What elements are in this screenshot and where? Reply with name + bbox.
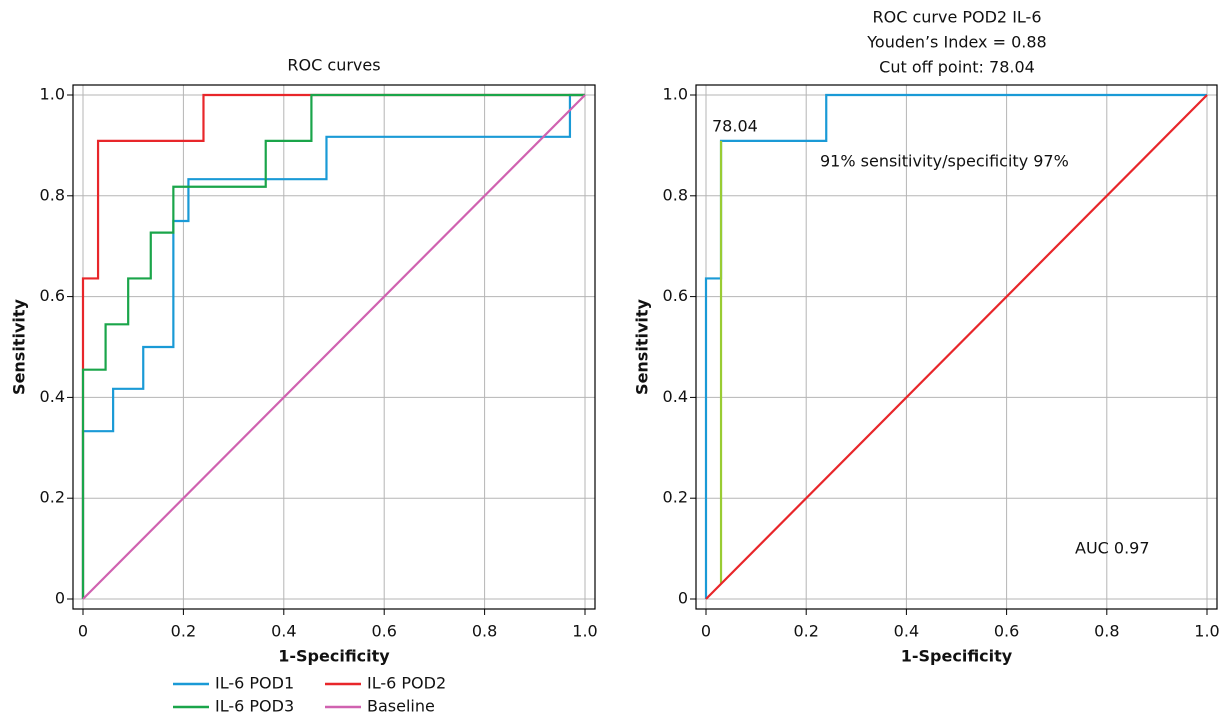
x-axis-label: 1-Specificity: [278, 647, 390, 666]
x-tick-label: 0: [701, 622, 711, 641]
plot-frame: [72, 84, 596, 610]
legend-label: IL-6 POD1: [215, 674, 294, 693]
y-axis-label: Sensitivity: [10, 298, 29, 394]
annotation: 78.04: [712, 117, 758, 136]
chart-title: Youden’s Index = 0.88: [866, 33, 1046, 52]
y-tick-label: 1.0: [663, 85, 688, 104]
annotation: AUC 0.97: [1075, 539, 1150, 558]
legend-label: IL-6 POD3: [215, 697, 294, 716]
chart-title: ROC curve POD2 IL-6: [872, 8, 1041, 27]
y-tick-label: 0.6: [40, 286, 65, 305]
series-line: [705, 94, 1208, 600]
x-tick-label: 0.2: [793, 622, 818, 641]
x-tick-label: 0.4: [271, 622, 296, 641]
y-tick-label: 0.8: [40, 185, 65, 204]
series-line: [82, 94, 586, 600]
chart-title: Cut off point: 78.04: [879, 58, 1035, 77]
x-tick-label: 1.0: [1194, 622, 1219, 641]
y-tick-label: 0.4: [663, 387, 688, 406]
y-tick-label: 0: [678, 589, 688, 608]
x-tick-label: 1.0: [572, 622, 597, 641]
legend-label: Baseline: [367, 697, 435, 716]
x-tick-label: 0.6: [371, 622, 396, 641]
chart-title: ROC curves: [287, 56, 380, 75]
series-line: [81, 93, 585, 599]
annotation: 91% sensitivity/specificity 97%: [820, 152, 1069, 171]
x-tick-label: 0.2: [171, 622, 196, 641]
x-tick-label: 0.8: [1094, 622, 1119, 641]
y-tick-label: 0: [55, 589, 65, 608]
series-line: [81, 93, 585, 599]
plot-frame: [695, 84, 1218, 610]
x-axis-label: 1-Specificity: [901, 647, 1013, 666]
y-tick-label: 1.0: [40, 85, 65, 104]
x-tick-label: 0.8: [472, 622, 497, 641]
x-tick-label: 0.4: [894, 622, 919, 641]
x-tick-label: 0.6: [994, 622, 1019, 641]
y-axis-label: Sensitivity: [633, 298, 652, 394]
x-tick-label: 0: [78, 622, 88, 641]
y-tick-label: 0.6: [663, 286, 688, 305]
y-tick-label: 0.8: [663, 185, 688, 204]
y-tick-label: 0.4: [40, 387, 65, 406]
y-tick-label: 0.2: [663, 488, 688, 507]
y-tick-label: 0.2: [40, 488, 65, 507]
legend-label: IL-6 POD2: [367, 674, 446, 693]
